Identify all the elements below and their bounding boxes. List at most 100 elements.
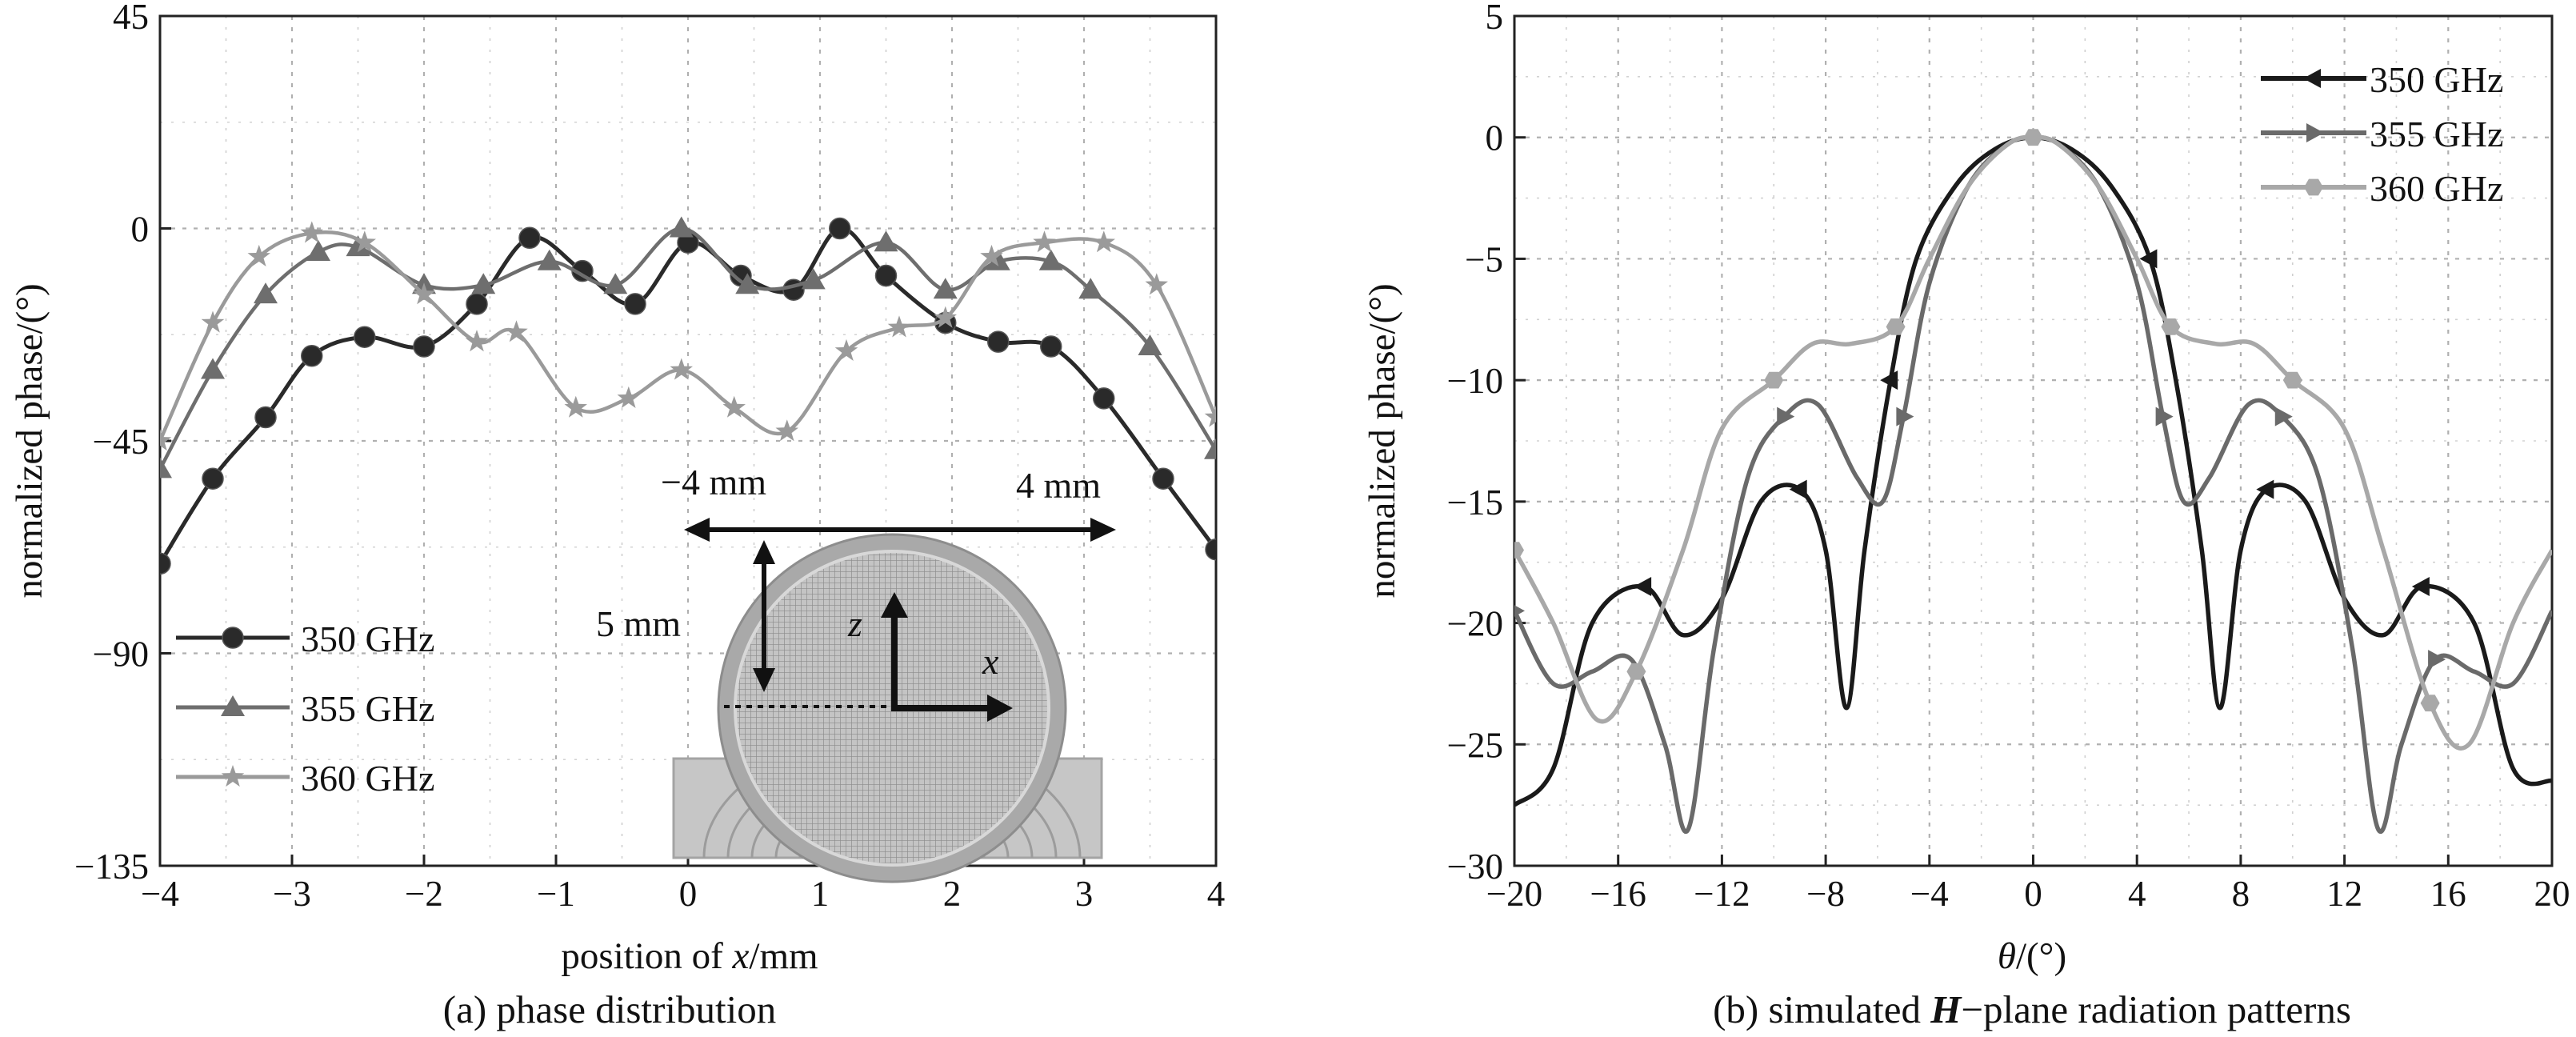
data-point-350-ghz [354, 326, 376, 348]
data-point-350-ghz [202, 467, 224, 490]
caption-b-suffix: −plane radiation patterns [1961, 987, 2351, 1031]
x-tick-label: 0 [679, 874, 698, 914]
data-point-360-ghz [465, 330, 489, 352]
data-point-360-ghz [564, 395, 587, 418]
data-point-360-ghz [1204, 405, 1216, 427]
data-point-355-ghz [1138, 334, 1162, 355]
data-point-360-ghz [617, 386, 640, 408]
x-tick-label: −4 [1910, 874, 1949, 914]
x-axis-label-a-suffix: /mm [749, 935, 818, 977]
x-tick-label: 8 [2232, 874, 2250, 914]
data-point-355-ghz [874, 230, 898, 252]
data-point-355-ghz [801, 268, 826, 290]
data-point-360-ghz [2282, 371, 2302, 389]
data-point-355-ghz [986, 249, 1010, 270]
data-point-350-ghz [1789, 479, 1807, 499]
y-tick-label: −5 [1465, 239, 1503, 279]
data-point-360-ghz [1626, 663, 1646, 680]
data-point-360-ghz [1514, 542, 1524, 559]
data-point-360-ghz [2023, 129, 2043, 146]
x-tick-label: 16 [2430, 874, 2466, 914]
series-line-350-ghz [160, 226, 1216, 565]
inset-z-label: z [847, 603, 862, 644]
data-point-360-ghz [722, 395, 746, 418]
x-axis-label-a: position of x/mm [561, 935, 818, 977]
x-tick-label: 4 [2128, 874, 2146, 914]
data-point-350-ghz [874, 264, 898, 287]
series-line-350-ghz [1514, 134, 2552, 807]
inset-width-left-label: −4 mm [661, 462, 766, 502]
data-point-355-ghz [2274, 406, 2293, 426]
x-tick-label: −4 [141, 874, 179, 914]
data-point-355-ghz [1038, 249, 1063, 270]
data-point-360-ghz [1886, 318, 1906, 335]
data-point-350-ghz [829, 217, 851, 240]
data-point-360-ghz [247, 244, 270, 266]
axis-ticks-b: −20 −16 −12 −8 −4 0 4 8 12 16 20 5 0 −5 −10 −15 −20 −25 −3… [1447, 0, 2570, 914]
radiation-pattern-chart: −20 −16 −12 −8 −4 0 4 8 12 16 20 5 0 −5 −10 −15 −20 −25 −3… [1362, 0, 2570, 1031]
data-point-355-ghz [201, 358, 225, 379]
data-point-350-ghz [466, 293, 488, 315]
data-point-350-ghz [413, 335, 435, 358]
y-tick-label: −10 [1447, 361, 1503, 401]
data-point-350-ghz [1093, 387, 1115, 410]
data-point-350-ghz [1634, 577, 1652, 597]
data-point-355-ghz [537, 249, 562, 270]
caption-b-emphasis: H [1930, 987, 1962, 1031]
grid-b [1514, 16, 2552, 866]
data-point-360-ghz [353, 230, 376, 253]
data-point-360-ghz [775, 419, 798, 442]
x-axis-label-b-var: θ [1998, 935, 2016, 977]
legend-marker [221, 765, 245, 787]
y-tick-label: −20 [1447, 604, 1503, 644]
caption-a: (a) phase distribution [443, 987, 776, 1031]
legend-b: 350 GHz 355 GHz 360 GHz [2261, 59, 2503, 209]
data-point-355-ghz [933, 278, 958, 299]
y-tick-label: −15 [1447, 482, 1503, 523]
legend-marker [221, 695, 245, 716]
data-point-350-ghz [1205, 538, 1216, 561]
data-point-360-ghz [412, 282, 436, 305]
data-point-350-ghz [1152, 467, 1174, 490]
data-point-360-ghz [934, 306, 957, 328]
data-point-350-ghz [2411, 577, 2430, 597]
legend-label: 350 GHz [301, 619, 434, 659]
data-point-350-ghz [624, 293, 646, 315]
y-tick-label: −25 [1447, 725, 1503, 765]
y-tick-label: 0 [1486, 118, 1504, 158]
x-tick-label: 1 [811, 874, 830, 914]
x-tick-label: 2 [943, 874, 962, 914]
data-point-355-ghz [603, 273, 628, 294]
data-point-350-ghz [987, 330, 1010, 353]
data-point-360-ghz [1764, 371, 1784, 389]
inset-height-label: 5 mm [596, 603, 681, 644]
data-point-355-ghz [735, 273, 760, 294]
x-tick-label: −20 [1486, 874, 1542, 914]
data-point-350-ghz [2256, 479, 2274, 499]
series-b [1514, 129, 2552, 835]
data-point-360-ghz [2161, 318, 2181, 335]
axis-ticks-a: −4 −3 −2 −1 0 1 2 3 4 45 0 −45 −90 −135 [74, 0, 1225, 914]
y-axis-label-b: normalized phase/(°) [1362, 283, 1403, 598]
y-tick-label: −45 [93, 422, 149, 462]
inset-z-axis-arrow [881, 592, 908, 708]
y-tick-label: −30 [1447, 847, 1503, 887]
x-axis-label-a-prefix: position of [561, 935, 732, 977]
data-point-350-ghz [301, 345, 323, 367]
y-tick-label: 0 [131, 210, 150, 250]
y-axis-label-a: normalized phase/(°) [9, 283, 50, 598]
phase-distribution-chart: −4 −3 −2 −1 0 1 2 3 4 45 0 −45 −90 −135 [9, 0, 1225, 1031]
data-point-350-ghz [518, 226, 541, 250]
x-axis-label-b: θ/(°) [1998, 935, 2066, 977]
data-point-360-ghz [1145, 273, 1168, 295]
data-point-360-ghz [505, 320, 528, 342]
x-tick-label: 12 [2326, 874, 2362, 914]
legend-label: 350 GHz [2370, 59, 2503, 100]
data-point-355-ghz [346, 235, 370, 257]
x-tick-label: −16 [1590, 874, 1646, 914]
legend-label: 360 GHz [2370, 168, 2503, 209]
x-tick-label: −1 [537, 874, 575, 914]
legend-label: 360 GHz [301, 758, 434, 799]
inset-width-right-label: 4 mm [1016, 465, 1101, 506]
